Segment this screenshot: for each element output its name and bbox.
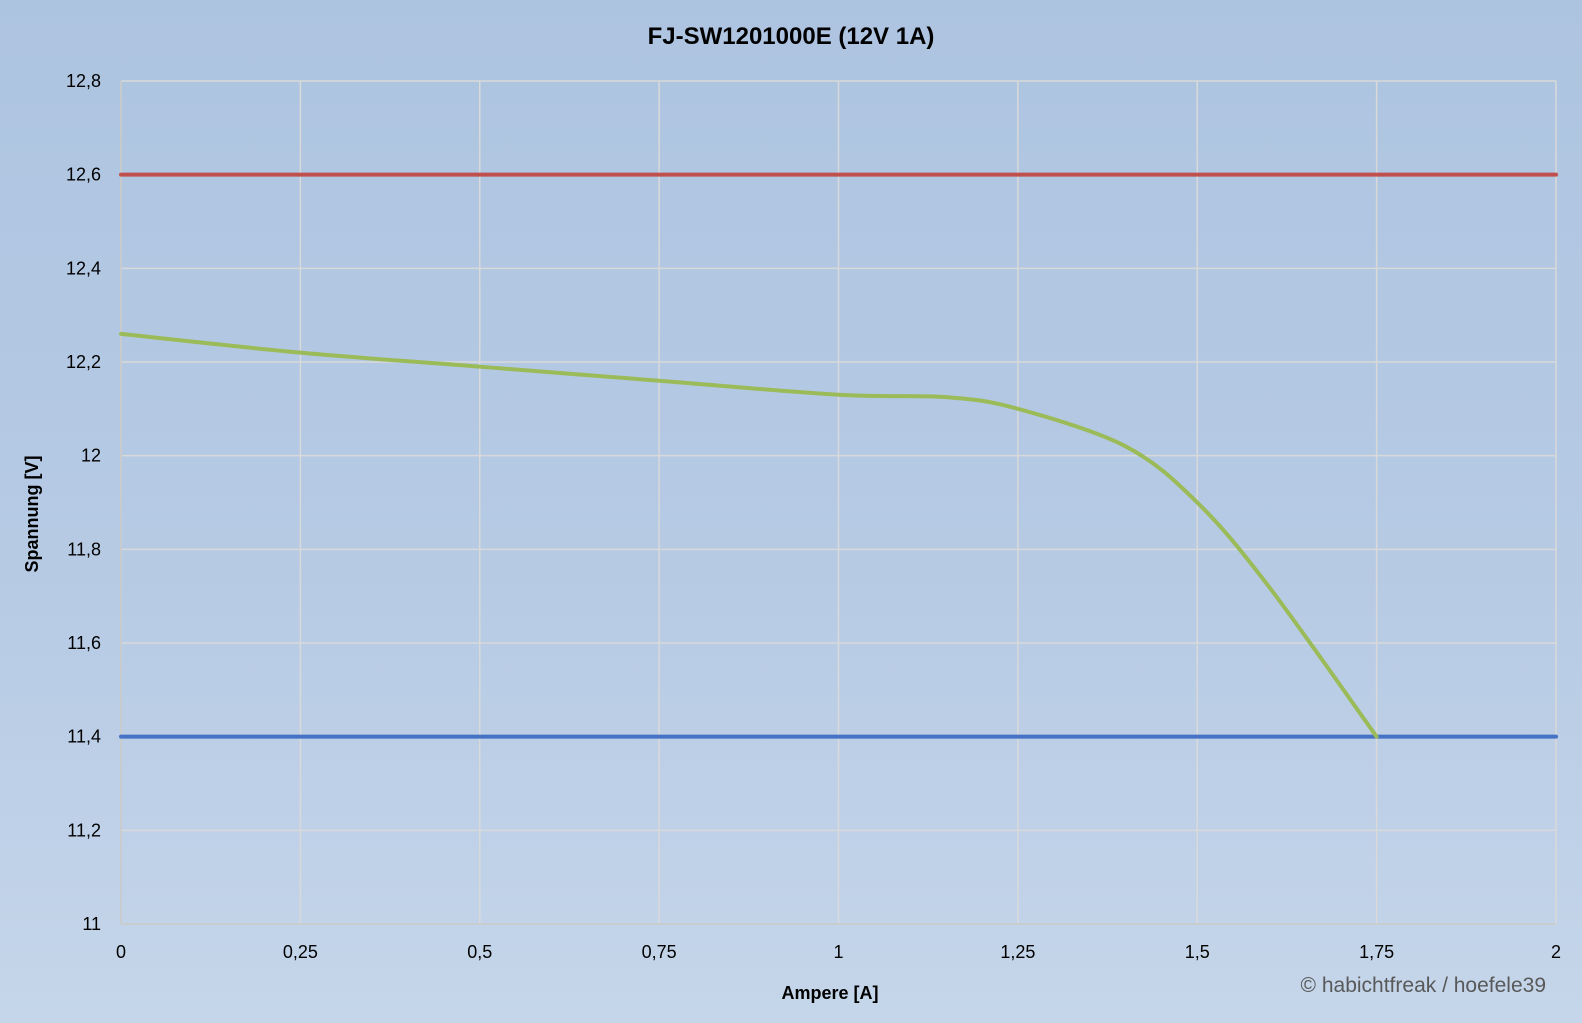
x-axis-title: Ampere [A] (781, 983, 878, 1003)
x-tick-label: 0,25 (283, 942, 318, 962)
y-tick-label: 11,8 (67, 539, 101, 559)
y-tick-label: 11,2 (67, 820, 101, 840)
x-tick-label: 2 (1551, 942, 1561, 962)
y-tick-label: 12,4 (66, 258, 101, 278)
y-tick-label: 12 (81, 446, 101, 466)
y-axis-title: Spannung [V] (22, 456, 42, 573)
grid-layer (120, 80, 1557, 925)
x-tick-label: 1,75 (1359, 942, 1394, 962)
x-tick-label: 1 (833, 942, 843, 962)
x-tick-label: 1,25 (1000, 942, 1035, 962)
axis-layer (120, 81, 1556, 925)
x-tick-label: 0,75 (642, 942, 677, 962)
y-tick-label: 12,2 (66, 352, 101, 372)
y-tick-label: 11 (82, 914, 101, 934)
y-tick-label: 11,6 (67, 633, 101, 653)
chart-title: FJ-SW1201000E (12V 1A) (648, 23, 935, 50)
x-tick-label: 0,5 (467, 942, 492, 962)
y-tick-label: 11,4 (67, 727, 101, 747)
y-tick-label: 12,6 (66, 165, 101, 185)
x-tick-label: 1,5 (1185, 942, 1210, 962)
series-layer (119, 172, 1558, 739)
voltage-curve (119, 331, 1379, 739)
x-tick-label: 0 (116, 942, 126, 962)
y-tick-label: 12,8 (66, 71, 101, 91)
copyright-notice: © habichtfreak / hoefele39 (1300, 974, 1546, 997)
